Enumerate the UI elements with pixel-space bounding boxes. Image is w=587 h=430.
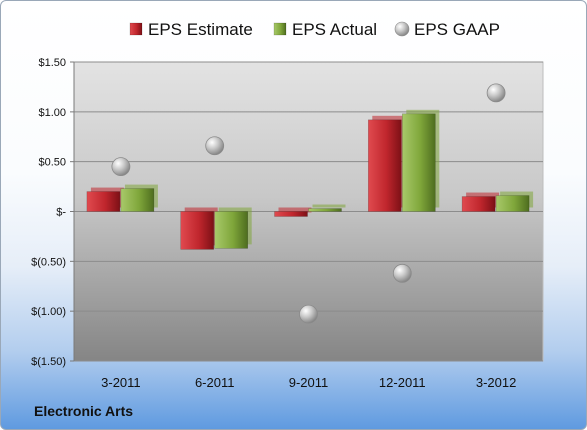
y-tick-label: $(1.50) bbox=[31, 356, 66, 368]
bar-eps-estimate bbox=[180, 211, 214, 250]
legend-key-eps-actual bbox=[273, 22, 287, 36]
legend-key-eps-gaap bbox=[394, 21, 410, 37]
dot-eps-gaap bbox=[205, 136, 225, 156]
dot-eps-gaap bbox=[392, 263, 412, 283]
y-tick-label: $- bbox=[56, 207, 66, 219]
dot-eps-gaap bbox=[111, 157, 131, 177]
bar-shade bbox=[278, 207, 312, 213]
dot-eps-gaap bbox=[299, 304, 318, 324]
y-tick-label: $1.50 bbox=[38, 57, 66, 69]
legend-key-eps-estimate bbox=[129, 22, 143, 36]
company-name: Electronic Arts bbox=[34, 403, 134, 419]
x-tick-label: 9-2011 bbox=[289, 375, 329, 390]
bar-eps-estimate bbox=[274, 211, 308, 217]
bars bbox=[86, 109, 534, 250]
y-tick-label: $(1.00) bbox=[31, 306, 66, 318]
axes: $1.50 $1.00 $0.50 $- $(0.50) $(1.00) $(1.50) 3-… bbox=[31, 57, 516, 390]
bar-eps-estimate bbox=[461, 196, 496, 212]
bar-eps-actual bbox=[401, 113, 436, 212]
y-tick-label: $1.00 bbox=[38, 107, 66, 119]
y-tick-label: $(0.50) bbox=[31, 256, 66, 268]
bar-eps-actual bbox=[308, 208, 342, 212]
bar-eps-actual bbox=[495, 195, 530, 212]
legend: EPS Estimate EPS Actual EPS GAAP bbox=[129, 20, 500, 39]
x-tick-label: 3-2012 bbox=[476, 375, 516, 390]
y-tick-label: $0.50 bbox=[38, 157, 66, 169]
dot-eps-gaap bbox=[486, 83, 506, 103]
x-tick-label: 12-2011 bbox=[379, 375, 426, 390]
legend-label: EPS GAAP bbox=[414, 20, 500, 39]
bar-eps-estimate bbox=[86, 191, 121, 212]
x-tick-label: 3-2011 bbox=[101, 375, 141, 390]
legend-label: EPS Estimate bbox=[148, 20, 253, 39]
bar-eps-actual bbox=[120, 188, 155, 212]
bar-eps-actual bbox=[214, 211, 248, 249]
bar-eps-estimate bbox=[367, 119, 402, 212]
legend-label: EPS Actual bbox=[292, 20, 377, 39]
bar-shade bbox=[312, 204, 346, 208]
gaap-dots bbox=[111, 83, 506, 324]
x-tick-label: 6-2011 bbox=[195, 375, 235, 390]
